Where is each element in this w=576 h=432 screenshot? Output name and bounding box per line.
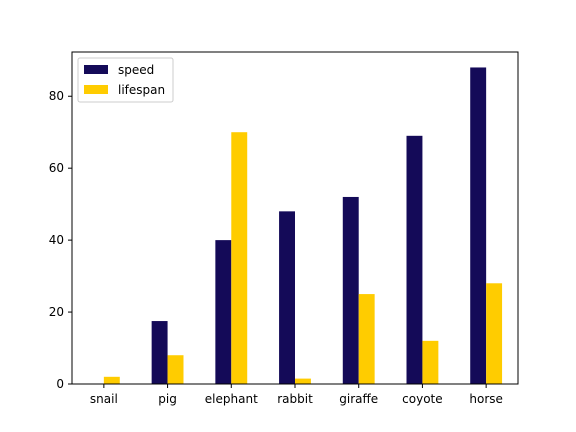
- x-tick-label: pig: [158, 392, 177, 406]
- x-tick-label: elephant: [205, 392, 258, 406]
- bar-speed-coyote: [406, 135, 423, 384]
- bar-lifespan-horse: [486, 283, 503, 384]
- x-tick-label: rabbit: [277, 392, 313, 406]
- bar-lifespan-elephant: [231, 132, 248, 384]
- legend-label-speed: speed: [118, 63, 154, 77]
- bar-speed-rabbit: [279, 211, 295, 384]
- bar-lifespan-coyote: [422, 340, 439, 384]
- bar-lifespan-giraffe: [358, 294, 375, 384]
- x-tick-label: coyote: [402, 392, 442, 406]
- legend-label-lifespan: lifespan: [118, 83, 165, 97]
- x-tick-label: horse: [469, 392, 503, 406]
- x-tick-label: giraffe: [339, 392, 378, 406]
- y-axis: 0 20 40 60 80: [49, 89, 72, 391]
- bars-layer: [87, 67, 503, 385]
- y-tick-label: 40: [49, 233, 64, 247]
- legend: speed lifespan: [77, 57, 174, 103]
- bar-speed-horse: [470, 67, 487, 385]
- legend-swatch-speed: [84, 65, 108, 74]
- bar-lifespan-rabbit: [295, 378, 311, 384]
- bar-speed-pig: [151, 321, 168, 384]
- bar-speed-giraffe: [342, 196, 359, 384]
- y-tick-label: 20: [49, 305, 64, 319]
- bar-lifespan-pig: [167, 355, 184, 384]
- x-tick-label: snail: [90, 392, 118, 406]
- bar-speed-elephant: [215, 240, 232, 384]
- bar-lifespan-snail: [103, 376, 120, 384]
- x-axis: snail pig elephant rabbit giraffe coyote horse: [90, 384, 503, 406]
- y-tick-label: 60: [49, 161, 64, 175]
- y-tick-label: 0: [56, 377, 64, 391]
- y-tick-label: 80: [49, 89, 64, 103]
- legend-swatch-lifespan: [84, 85, 108, 94]
